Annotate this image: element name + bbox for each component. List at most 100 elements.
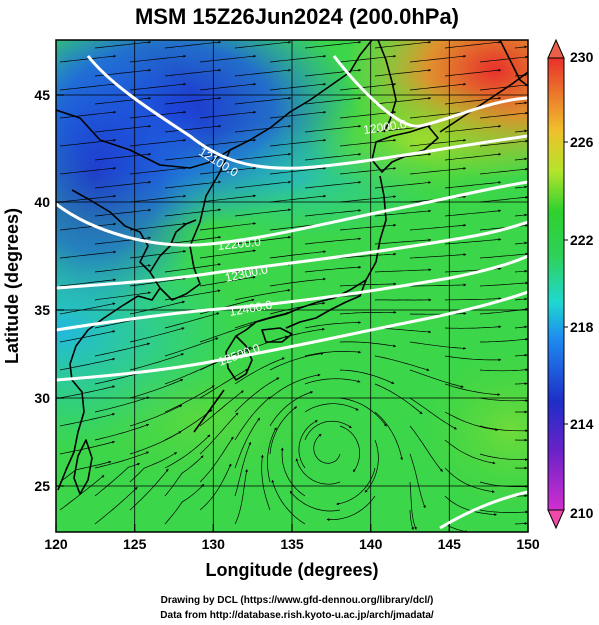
streamline bbox=[199, 194, 257, 203]
streamline bbox=[59, 440, 116, 455]
streamline bbox=[94, 236, 152, 245]
streamline bbox=[269, 277, 326, 287]
streamline bbox=[199, 390, 244, 427]
streamline bbox=[129, 277, 186, 287]
streamline bbox=[199, 275, 256, 287]
streamline bbox=[304, 378, 361, 385]
streamline bbox=[374, 96, 432, 105]
streamline bbox=[339, 252, 397, 259]
streamline bbox=[479, 83, 528, 91]
streamline bbox=[444, 152, 502, 161]
streamline bbox=[444, 383, 501, 396]
streamline bbox=[409, 167, 467, 175]
coastline-kuril bbox=[439, 71, 528, 133]
streamline bbox=[269, 194, 327, 203]
streamline bbox=[269, 406, 298, 455]
map-plot-area: 12000.0 12100.0 12200.0 12300.0 12400.0 … bbox=[56, 40, 528, 532]
streamline bbox=[199, 110, 257, 119]
contour-12500-south bbox=[439, 490, 528, 530]
streamline bbox=[129, 194, 187, 203]
streamline bbox=[59, 475, 105, 511]
streamline bbox=[444, 40, 502, 49]
streamline bbox=[234, 180, 292, 189]
streamline bbox=[94, 342, 151, 357]
streamline bbox=[444, 355, 502, 362]
streamline bbox=[326, 495, 376, 521]
streamline bbox=[374, 268, 432, 273]
streamline bbox=[271, 479, 306, 525]
streamline bbox=[59, 460, 112, 483]
streamline bbox=[164, 96, 222, 105]
streamline bbox=[444, 411, 499, 432]
streamline bbox=[234, 288, 291, 301]
streamline bbox=[269, 166, 327, 175]
streamline bbox=[444, 238, 502, 245]
streamline bbox=[313, 433, 341, 464]
streamline bbox=[409, 54, 467, 63]
streamline bbox=[59, 222, 117, 231]
streamline bbox=[199, 249, 256, 259]
streamline bbox=[479, 167, 528, 175]
streamline bbox=[479, 195, 528, 203]
streamline bbox=[479, 281, 528, 287]
streamline bbox=[409, 509, 414, 531]
streamline bbox=[164, 124, 222, 133]
streamline bbox=[164, 385, 215, 413]
streamline bbox=[444, 68, 502, 77]
streamline bbox=[514, 241, 528, 245]
streamline bbox=[339, 425, 361, 473]
coastline-honshu-south bbox=[285, 279, 367, 329]
streamline bbox=[129, 353, 185, 371]
streamline bbox=[164, 180, 222, 189]
streamline bbox=[304, 265, 362, 273]
streamline bbox=[304, 209, 362, 217]
streamline bbox=[199, 82, 257, 91]
streamline bbox=[199, 222, 257, 231]
colorbar-tick-label: 226 bbox=[570, 134, 594, 150]
streamline bbox=[409, 110, 467, 119]
streamline bbox=[164, 40, 222, 49]
contour-label-12200: 12200.0 bbox=[217, 234, 262, 252]
streamline bbox=[514, 157, 528, 161]
streamline bbox=[234, 152, 292, 161]
streamline bbox=[234, 441, 252, 497]
streamline bbox=[339, 223, 397, 231]
streamline bbox=[304, 96, 362, 105]
coastline-honshu bbox=[235, 175, 387, 337]
streamline bbox=[199, 298, 255, 315]
streamline bbox=[479, 368, 528, 372]
x-tick-label: 125 bbox=[123, 536, 147, 552]
streamline bbox=[129, 138, 187, 147]
credit-data: Data from http://database.rish.kyoto-u.a… bbox=[160, 610, 434, 621]
x-tick-marks bbox=[55, 524, 529, 532]
streamline bbox=[339, 369, 395, 385]
streamline bbox=[409, 82, 467, 91]
streamline bbox=[234, 96, 292, 105]
streamline bbox=[94, 180, 152, 189]
streamline bbox=[94, 462, 141, 497]
streamline bbox=[514, 213, 528, 217]
streamline bbox=[59, 385, 116, 399]
streamline bbox=[129, 250, 187, 259]
streamline bbox=[94, 451, 150, 469]
streamline bbox=[409, 425, 443, 472]
streamline bbox=[374, 40, 432, 49]
x-tick-label: 140 bbox=[359, 536, 383, 552]
coastline-kamchatka bbox=[499, 40, 528, 87]
streamline bbox=[129, 404, 183, 427]
x-tick-label: 120 bbox=[44, 536, 68, 552]
streamline bbox=[164, 361, 217, 385]
streamline bbox=[514, 522, 528, 525]
streamline bbox=[480, 337, 528, 343]
streamline bbox=[444, 181, 502, 189]
coastline-ryukyu bbox=[193, 389, 225, 433]
streamline bbox=[514, 101, 528, 105]
colorbar: 210 214 218 222 226 230 bbox=[547, 38, 594, 530]
streamline bbox=[304, 420, 352, 441]
streamline bbox=[94, 264, 152, 273]
streamline bbox=[129, 468, 169, 511]
streamline bbox=[164, 483, 205, 525]
colorbar-ticks bbox=[564, 141, 568, 425]
streamline bbox=[374, 238, 432, 245]
streamline bbox=[479, 509, 528, 514]
